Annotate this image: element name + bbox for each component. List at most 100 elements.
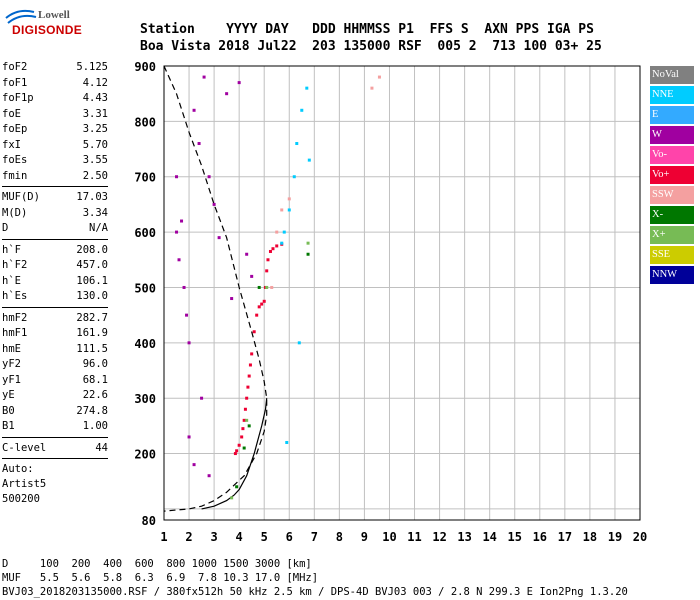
autoscale-program: Artist5 — [2, 478, 47, 490]
param-value: 4.43 — [82, 92, 108, 104]
data-point-vo- — [266, 258, 270, 262]
station-header: Station YYYY DAY DDD HHMMSS P1 FFS S AXN… — [140, 21, 602, 55]
param-name: foEp — [2, 123, 28, 135]
param-name: D — [2, 222, 9, 234]
data-point-nne — [292, 175, 296, 179]
param-row: fxI 5.70 — [2, 138, 108, 154]
data-point-w — [200, 396, 204, 400]
param-value: 3.25 — [82, 123, 108, 135]
param-name: yE — [2, 389, 15, 401]
polarization-legend: NoVal NNE E W Vo- Vo+ SSW X- X+ SSE NNW — [650, 66, 694, 286]
param-name: hmF1 — [2, 327, 28, 339]
data-point-w — [212, 202, 216, 206]
param-value: 44 — [95, 441, 108, 454]
param-value: 3.34 — [82, 206, 108, 219]
param-name: hmE — [2, 342, 21, 355]
param-value: 68.1 — [82, 373, 108, 386]
data-point-x- — [235, 485, 239, 489]
params-group-foF: foF2 5.125 foF1 4.12 foF1p 4.43 foE 3.31 foEp 3.2… — [2, 60, 108, 184]
autoscale-version: 500200 — [2, 493, 40, 505]
param-name: foF1p — [2, 92, 34, 104]
param-row: h`F 208.0 — [2, 243, 108, 259]
param-value: 3.31 — [82, 107, 108, 120]
data-point-vo- — [233, 452, 237, 456]
data-point-w — [225, 92, 229, 96]
x-tick-label: 2 — [185, 530, 192, 544]
x-tick-label: 14 — [482, 530, 496, 544]
data-point-w — [230, 297, 234, 301]
x-tick-label: 4 — [236, 530, 243, 544]
data-point-ssw — [377, 75, 381, 79]
separator — [2, 306, 108, 308]
data-point-x- — [247, 424, 251, 428]
y-tick-label: 200 — [134, 448, 156, 462]
param-row: foF1p 4.43 — [2, 91, 108, 107]
param-row: h`E 106.1 — [2, 274, 108, 290]
param-name: fmin — [2, 169, 28, 182]
param-name: foE — [2, 107, 21, 120]
data-point-w — [177, 258, 181, 262]
profile-solid-line — [201, 398, 268, 510]
param-row: yF1 68.1 — [2, 373, 108, 389]
data-point-vo- — [241, 427, 245, 431]
param-row: D N/A — [2, 221, 108, 237]
legend-item: Vo- — [650, 146, 694, 164]
data-point-vo- — [268, 249, 272, 253]
data-point-x- — [265, 285, 269, 289]
ionogram-chart: 1 2 3 4 5 6 7 8 9 10 11 12 13 14 15 16 17 18 19 20802003004… — [134, 60, 647, 544]
params-group-heights: h`F 208.0 h`F2 457.0 h`E 106.1 h`Es 130.0 — [2, 243, 108, 305]
x-tick-label: 6 — [286, 530, 293, 544]
x-tick-label: 8 — [336, 530, 343, 544]
data-point-nne — [295, 142, 299, 146]
separator — [2, 458, 108, 459]
x-tick-label: 13 — [457, 530, 471, 544]
params-group-muf: MUF(D) 17.03 M(D) 3.34 D N/A — [2, 190, 108, 237]
data-point-vo- — [271, 247, 275, 251]
data-point-x- — [242, 446, 246, 450]
y-tick-label: 80 — [142, 514, 156, 528]
data-point-vo- — [275, 244, 279, 248]
param-name: M(D) — [2, 206, 28, 219]
x-tick-label: 17 — [558, 530, 572, 544]
param-row: B0 274.8 — [2, 404, 108, 420]
param-row: M(D) 3.34 — [2, 206, 108, 222]
data-point-x- — [257, 285, 261, 289]
param-name: h`F — [2, 243, 21, 256]
param-value: 5.125 — [76, 61, 108, 73]
data-point-nne — [285, 440, 289, 444]
y-tick-label: 600 — [134, 226, 156, 240]
data-point-ssw — [280, 208, 284, 212]
param-name: MUF(D) — [2, 191, 40, 203]
plot-frame — [163, 65, 641, 521]
param-value: 274.8 — [76, 404, 108, 417]
param-row: h`Es 130.0 — [2, 289, 108, 305]
data-point-x- — [230, 496, 234, 500]
param-name: fxI — [2, 138, 21, 151]
legend-item: SSW — [650, 186, 694, 204]
data-point-vo- — [262, 299, 266, 303]
logo-line1: Lowell — [38, 9, 70, 21]
data-point-x- — [306, 241, 310, 245]
legend-item: W — [650, 126, 694, 144]
data-point-w — [202, 75, 206, 79]
x-tick-label: 3 — [210, 530, 217, 544]
data-point-x- — [306, 252, 310, 256]
param-row: yF2 96.0 — [2, 357, 108, 373]
data-point-vo- — [243, 407, 247, 411]
param-value: 17.03 — [76, 191, 108, 203]
param-row: h`F2 457.0 — [2, 258, 108, 274]
legend-item: X- — [650, 206, 694, 224]
data-point-w — [237, 81, 241, 85]
param-value: 4.12 — [82, 76, 108, 89]
legend-item: Vo+ — [650, 166, 694, 184]
data-point-x- — [245, 418, 249, 422]
param-row: B1 1.00 — [2, 419, 108, 435]
param-row: hmE 111.5 — [2, 342, 108, 358]
data-point-ssw — [287, 197, 291, 201]
footer-muf-row: MUF 5.5 5.6 5.8 6.3 6.9 7.8 10.3 17.0 [M… — [2, 572, 319, 584]
param-name: h`F2 — [2, 259, 28, 271]
param-value: 130.0 — [76, 290, 108, 302]
data-point-vo- — [235, 449, 239, 453]
x-tick-label: 12 — [432, 530, 446, 544]
params-group-clevel: C-level 44 — [2, 441, 108, 457]
